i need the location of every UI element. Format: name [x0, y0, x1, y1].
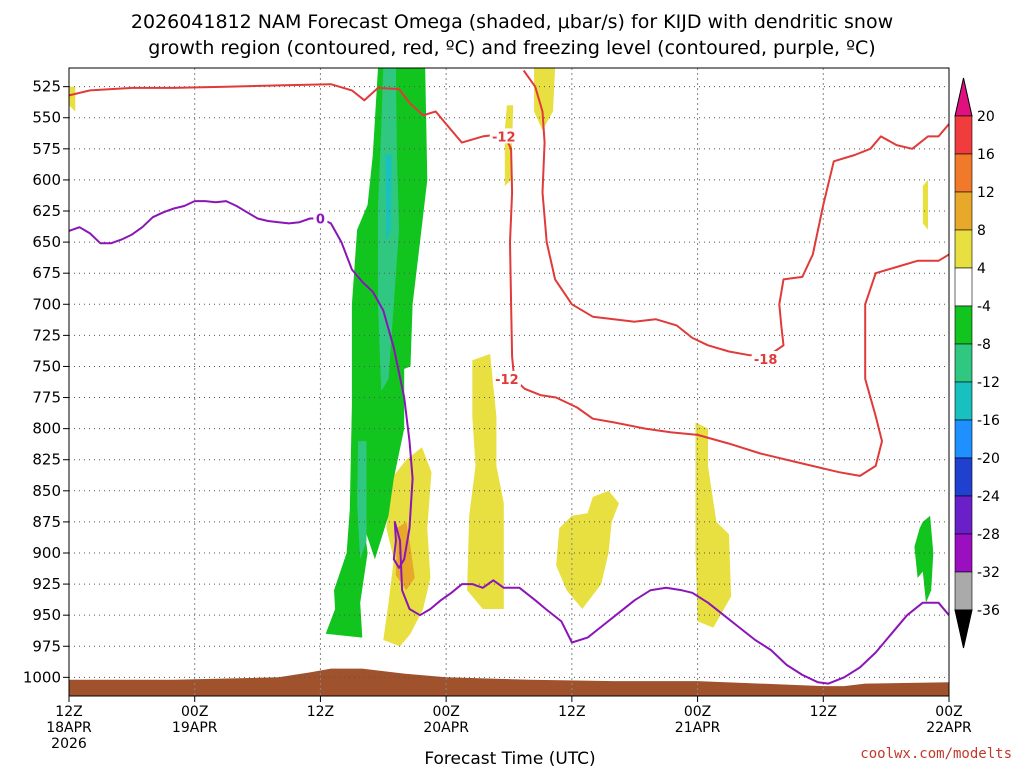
- colorbar-label-11: -28: [977, 527, 1000, 543]
- contour-line-2: [522, 69, 949, 357]
- y-tick-label-800: 800: [32, 420, 61, 438]
- y-tick-label-525: 525: [32, 78, 61, 96]
- x-tick-label-5-0: 00Z: [684, 704, 711, 720]
- colorbar-swatch-8: [954, 381, 973, 421]
- omega-region-11: [357, 441, 367, 560]
- y-axis: 525 550 575 600 625 650 675 700 725 750 775 800 825 8…: [23, 78, 69, 686]
- omega-region-9: [325, 68, 428, 638]
- y-tick-label-575: 575: [32, 140, 61, 158]
- x-tick-label-3-0: 00Z: [432, 704, 459, 720]
- y-tick-label-825: 825: [32, 451, 61, 469]
- colorbar-label-8: -16: [977, 413, 1000, 429]
- x-tick-label-4-0: 12Z: [558, 704, 585, 720]
- colorbar-label-2: 12: [977, 185, 995, 201]
- y-tick-label-875: 875: [32, 513, 61, 531]
- x-tick-label-2-0: 12Z: [307, 704, 334, 720]
- colorbar-label-9: -20: [977, 451, 1000, 467]
- colorbar: 20 16 12 8 4 -4 -8 -12 -16 -20 -24 -28 -32 -36: [954, 77, 1000, 649]
- y-tick-label-550: 550: [32, 109, 61, 127]
- colorbar-label-5: -4: [977, 299, 991, 315]
- y-tick-label-650: 650: [32, 233, 61, 251]
- colorbar-label-7: -12: [977, 375, 1000, 391]
- plot-frame: [68, 67, 950, 697]
- credit-text: coolwx.com/modelts: [860, 746, 1012, 762]
- contour-label-3: 0: [316, 212, 325, 227]
- chart-title-line2: growth region (contoured, red, ºC) and f…: [148, 37, 875, 59]
- contour-label-1: -12: [495, 373, 519, 388]
- y-tick-label-625: 625: [32, 202, 61, 220]
- colorbar-label-3: 8: [977, 223, 986, 239]
- colorbar-swatch-1: [954, 115, 973, 155]
- colorbar-swatch-11: [954, 495, 973, 535]
- colorbar-label-13: -36: [977, 603, 1000, 619]
- y-tick-label-775: 775: [32, 389, 61, 407]
- contour-line-3: [69, 200, 949, 685]
- colorbar-swatch-13: [954, 571, 973, 611]
- contour-label-bg-1: [492, 370, 521, 386]
- colorbar-swatch-0: [954, 77, 973, 117]
- y-tick-label-750: 750: [32, 357, 61, 375]
- x-tick-label-5-1: 21APR: [675, 720, 721, 736]
- contour-label-bg-0: [489, 128, 518, 144]
- x-tick-label-6-0: 12Z: [810, 704, 837, 720]
- y-tick-label-925: 925: [32, 575, 61, 593]
- omega-region-6: [695, 422, 732, 628]
- colorbar-label-1: 16: [977, 147, 995, 163]
- colorbar-swatch-6: [954, 305, 973, 345]
- chart-title-line1: 2026041812 NAM Forecast Omega (shaded, μ…: [131, 11, 893, 33]
- y-tick-label-725: 725: [32, 326, 61, 344]
- contour-label-2: -18: [754, 353, 778, 368]
- x-tick-label-1-1: 19APR: [172, 720, 218, 736]
- omega-region-7: [922, 179, 928, 230]
- y-tick-label-700: 700: [32, 295, 61, 313]
- colorbar-swatch-7: [954, 343, 973, 383]
- y-tick-label-975: 975: [32, 637, 61, 655]
- colorbar-label-10: -24: [977, 489, 1000, 505]
- terrain: [69, 668, 949, 696]
- x-tick-label-7-1: 22APR: [926, 720, 972, 736]
- x-tick-label-1-0: 00Z: [181, 704, 208, 720]
- y-tick-label-1000: 1000: [23, 668, 61, 686]
- omega-region-12: [385, 155, 392, 243]
- colorbar-swatch-14: [954, 609, 973, 649]
- y-tick-label-600: 600: [32, 171, 61, 189]
- x-tick-label-0-1: 18APR: [46, 720, 92, 736]
- contour-label-0: -12: [492, 130, 516, 145]
- colorbar-swatch-4: [954, 229, 973, 269]
- colorbar-swatch-3: [954, 191, 973, 231]
- omega-region-5: [556, 490, 619, 609]
- colorbar-label-0: 20: [977, 109, 995, 125]
- omega-region-0: [69, 86, 76, 112]
- x-tick-label-7-0: 00Z: [935, 704, 962, 720]
- contour-label-bg-2: [751, 350, 780, 366]
- colorbar-swatch-9: [954, 419, 973, 459]
- omega-region-1: [534, 68, 556, 131]
- colorbar-swatch-2: [954, 153, 973, 193]
- colorbar-swatch-12: [954, 533, 973, 573]
- y-tick-label-675: 675: [32, 264, 61, 282]
- colorbar-swatch-5: [954, 267, 973, 307]
- y-tick-label-850: 850: [32, 482, 61, 500]
- x-tick-label-0-2: 2026: [51, 736, 87, 752]
- omega-region-3: [467, 354, 504, 609]
- omega-region-13: [914, 515, 934, 603]
- contour-label-bg-3: [313, 210, 328, 226]
- x-axis-label: Forecast Time (UTC): [424, 749, 595, 768]
- colorbar-label-12: -32: [977, 565, 1000, 581]
- x-tick-label-0-0: 12Z: [55, 704, 82, 720]
- colorbar-label-4: 4: [977, 261, 986, 277]
- colorbar-swatch-10: [954, 457, 973, 497]
- y-tick-label-950: 950: [32, 606, 61, 624]
- x-tick-label-3-1: 20APR: [423, 720, 469, 736]
- colorbar-label-6: -8: [977, 337, 991, 353]
- y-tick-label-900: 900: [32, 544, 61, 562]
